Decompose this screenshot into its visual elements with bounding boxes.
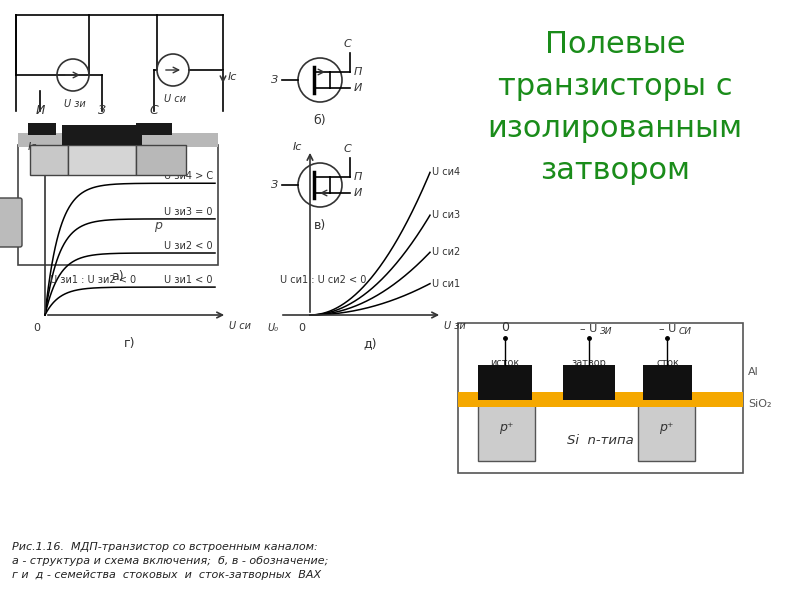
Bar bbox=[28, 123, 56, 135]
Text: СИ: СИ bbox=[678, 327, 691, 336]
Text: – U: – U bbox=[581, 324, 598, 334]
Bar bbox=[458, 392, 743, 407]
Bar bbox=[478, 395, 535, 461]
Text: З: З bbox=[271, 180, 278, 190]
Text: U₀: U₀ bbox=[267, 323, 278, 333]
FancyBboxPatch shape bbox=[0, 198, 22, 247]
Text: 0: 0 bbox=[298, 323, 305, 333]
Text: сток: сток bbox=[656, 358, 679, 368]
Text: б): б) bbox=[314, 114, 326, 127]
Text: Si  n-типа: Si n-типа bbox=[567, 433, 634, 446]
Text: а): а) bbox=[112, 270, 124, 283]
Bar bbox=[563, 365, 614, 400]
Text: p⁺: p⁺ bbox=[659, 421, 674, 434]
Text: U си: U си bbox=[164, 94, 186, 104]
Text: U си4: U си4 bbox=[432, 167, 460, 178]
Text: 0: 0 bbox=[501, 321, 509, 334]
Bar bbox=[68, 145, 136, 175]
Text: U зи2 < 0: U зи2 < 0 bbox=[164, 241, 213, 251]
Text: ЗИ: ЗИ bbox=[600, 327, 613, 336]
Text: г): г) bbox=[124, 337, 136, 350]
Text: С: С bbox=[343, 39, 351, 49]
Text: затвором: затвором bbox=[540, 156, 690, 185]
Text: д): д) bbox=[363, 337, 377, 350]
Bar bbox=[18, 133, 218, 147]
Text: исток: исток bbox=[490, 358, 520, 368]
Text: n: n bbox=[98, 154, 106, 166]
Text: П: П bbox=[354, 172, 362, 182]
Bar bbox=[30, 145, 68, 175]
Text: изолированным: изолированным bbox=[487, 114, 742, 143]
Bar bbox=[458, 323, 743, 473]
Text: n⁻: n⁻ bbox=[43, 155, 54, 165]
Text: U зи3 = 0: U зи3 = 0 bbox=[165, 207, 213, 217]
Text: Al: Al bbox=[748, 367, 758, 377]
Text: И: И bbox=[354, 83, 362, 93]
Text: U зи1 : U зи2 < 0: U зи1 : U зи2 < 0 bbox=[50, 275, 136, 285]
Text: U зи1 < 0: U зи1 < 0 bbox=[165, 275, 213, 285]
Text: И: И bbox=[35, 104, 45, 117]
Text: Iс: Iс bbox=[28, 142, 37, 152]
Text: в): в) bbox=[314, 219, 326, 232]
Text: И: И bbox=[354, 188, 362, 198]
Text: U зи: U зи bbox=[64, 99, 86, 109]
Text: n⁺: n⁺ bbox=[155, 155, 166, 165]
Text: затвор: затвор bbox=[572, 358, 606, 368]
Text: С: С bbox=[343, 144, 351, 154]
Bar bbox=[478, 365, 532, 400]
Bar bbox=[638, 395, 694, 461]
Text: U зи4 > C: U зи4 > C bbox=[164, 171, 213, 181]
Text: р: р bbox=[154, 218, 162, 232]
Text: З: З bbox=[271, 75, 278, 85]
Text: SiO₂: SiO₂ bbox=[748, 399, 771, 409]
Text: З: З bbox=[98, 104, 106, 117]
Text: U си1: U си1 bbox=[432, 278, 460, 289]
Text: Iс: Iс bbox=[293, 142, 302, 152]
Bar bbox=[136, 123, 172, 135]
Text: U си: U си bbox=[229, 321, 251, 331]
Bar bbox=[18, 145, 218, 265]
Text: П: П bbox=[354, 67, 362, 77]
Text: Рис.1.16.  МДП-транзистор со встроенным каналом:: Рис.1.16. МДП-транзистор со встроенным к… bbox=[12, 542, 318, 552]
Text: U си2: U си2 bbox=[432, 247, 460, 257]
Text: – U: – U bbox=[659, 324, 676, 334]
Text: Полевые: Полевые bbox=[545, 30, 686, 59]
Text: p⁺: p⁺ bbox=[499, 421, 514, 434]
Bar bbox=[136, 145, 186, 175]
Text: г и  д - семейства  стоковых  и  сток-затворных  ВАХ: г и д - семейства стоковых и сток-затвор… bbox=[12, 570, 321, 580]
Bar bbox=[643, 365, 692, 400]
Text: U си3: U си3 bbox=[432, 210, 460, 220]
Text: транзисторы с: транзисторы с bbox=[498, 72, 732, 101]
Text: 0: 0 bbox=[33, 323, 40, 333]
Bar bbox=[62, 125, 142, 145]
Text: U си1 : U си2 < 0: U си1 : U си2 < 0 bbox=[280, 275, 366, 285]
Text: С: С bbox=[150, 104, 158, 117]
Text: Iс: Iс bbox=[228, 72, 238, 82]
Text: U зи: U зи bbox=[444, 321, 466, 331]
Text: а - структура и схема включения;  б, в - обозначение;: а - структура и схема включения; б, в - … bbox=[12, 556, 328, 566]
